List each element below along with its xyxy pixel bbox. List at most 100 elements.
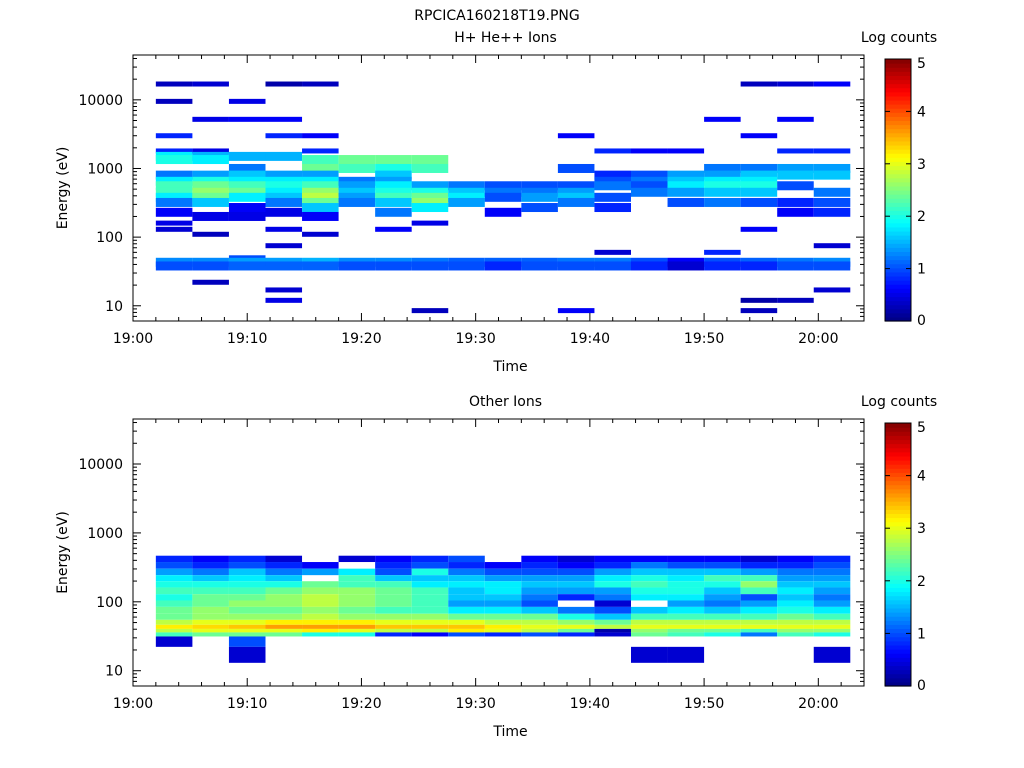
heatmap-cell [630, 261, 668, 271]
heatmap-cell [740, 555, 778, 563]
heatmap-cell [228, 181, 266, 191]
heatmap-cell [777, 207, 814, 217]
heatmap-cell [155, 575, 193, 582]
x-tick-label: 19:50 [684, 696, 724, 712]
heatmap-cell [155, 606, 193, 614]
heatmap-cell [667, 632, 705, 637]
heatmap-cell [484, 606, 522, 614]
heatmap-cell [265, 613, 303, 620]
heatmap-cell [448, 192, 485, 202]
heatmap-cell [557, 308, 595, 314]
heatmap-cell [192, 613, 229, 620]
colorbar-tick-label: 2 [917, 574, 926, 590]
heatmap-cell [740, 187, 778, 197]
colorbar-segment [885, 95, 911, 101]
heatmap-cell [484, 619, 522, 625]
colorbar-segment [885, 124, 911, 130]
heatmap-cell [155, 632, 193, 637]
heatmap-cell [155, 81, 193, 87]
colorbar-segment [885, 157, 911, 162]
heatmap-cell [813, 587, 851, 595]
panel-title: Other Ions [469, 394, 542, 410]
heatmap-cell [594, 600, 631, 607]
heatmap-cell [777, 163, 814, 173]
colorbar-segment [885, 104, 911, 109]
heatmap-cell [338, 261, 376, 271]
heatmap-cell [411, 606, 449, 614]
colorbar-segment [885, 218, 911, 224]
heatmap-cell [704, 613, 741, 620]
heatmap-cell [411, 628, 449, 633]
figure-title: RPCICA160218T19.PNG [414, 8, 579, 24]
colorbar-segment [885, 99, 911, 105]
colorbar-segment [885, 149, 911, 154]
heatmap-cell [375, 587, 412, 595]
heatmap-cell [704, 163, 741, 173]
heatmap-cell [740, 600, 778, 607]
heatmap-cell [557, 587, 595, 595]
colorbar-segment [885, 153, 911, 158]
heatmap-cell [630, 555, 668, 563]
heatmap-cell [594, 555, 631, 563]
x-tick-label: 19:20 [341, 331, 381, 347]
heatmap-cell [484, 562, 522, 569]
heatmap-cell [704, 249, 741, 255]
heatmap-cell [740, 170, 778, 180]
heatmap-cell [777, 632, 814, 637]
y-tick-label: 100 [96, 595, 123, 611]
heatmap-cell [302, 568, 339, 576]
heatmap-cell [484, 181, 522, 191]
heatmap-cell [813, 197, 851, 207]
heatmap-cell [594, 192, 631, 202]
heatmap-cell [448, 562, 485, 569]
heatmap-cell [667, 600, 705, 607]
heatmap-cell [521, 181, 558, 191]
heatmap-cell [813, 562, 851, 569]
heatmap-cell [448, 600, 485, 607]
colorbar-label: Log counts [861, 394, 937, 410]
heatmap-cell [375, 181, 412, 191]
heatmap-cell [302, 148, 339, 154]
x-tick-label: 19:20 [341, 696, 381, 712]
heatmap-cell [813, 568, 851, 576]
heatmap-cell [375, 163, 412, 173]
heatmap-cell [192, 624, 229, 629]
colorbar-segment [885, 226, 911, 232]
colorbar-segment [885, 423, 911, 428]
heatmap-cell [667, 568, 705, 576]
heatmap-cell [704, 170, 741, 180]
heatmap-cell [375, 261, 412, 271]
heatmap-cell [338, 594, 376, 601]
colorbar-tick-label: 3 [917, 157, 926, 173]
heatmap-cell [740, 587, 778, 595]
colorbar-segment [885, 476, 911, 482]
colorbar-segment [885, 284, 911, 289]
colorbar-segment [885, 669, 911, 675]
heatmap-cell [594, 606, 631, 614]
heatmap-cell [411, 600, 449, 607]
heatmap-cell [594, 594, 631, 601]
heatmap-cell [777, 619, 814, 625]
heatmap-cell [557, 133, 595, 139]
colorbar-segment [885, 681, 911, 687]
colorbar-segment [885, 427, 911, 432]
colorbar-segment [885, 292, 911, 298]
panel-1: 19:00 19:10 19:20 19:30 19:40 19:50 20:0010100… [55, 30, 937, 375]
heatmap-cell [813, 624, 851, 629]
heatmap-cell [411, 187, 449, 197]
heatmap-cell [557, 192, 595, 202]
heatmap-cell [411, 587, 449, 595]
heatmap-cell [667, 581, 705, 588]
heatmap-cell [411, 632, 449, 637]
heatmap-cell [594, 261, 631, 271]
heatmap-cell [667, 575, 705, 582]
heatmap-cell [448, 613, 485, 620]
colorbar-segment [885, 169, 911, 175]
heatmap-cell [375, 207, 412, 217]
heatmap-cell [704, 624, 741, 629]
heatmap-cell [192, 568, 229, 576]
colorbar-segment [885, 120, 911, 126]
y-tick-label: 100 [96, 230, 123, 246]
colorbar-segment [885, 657, 911, 662]
